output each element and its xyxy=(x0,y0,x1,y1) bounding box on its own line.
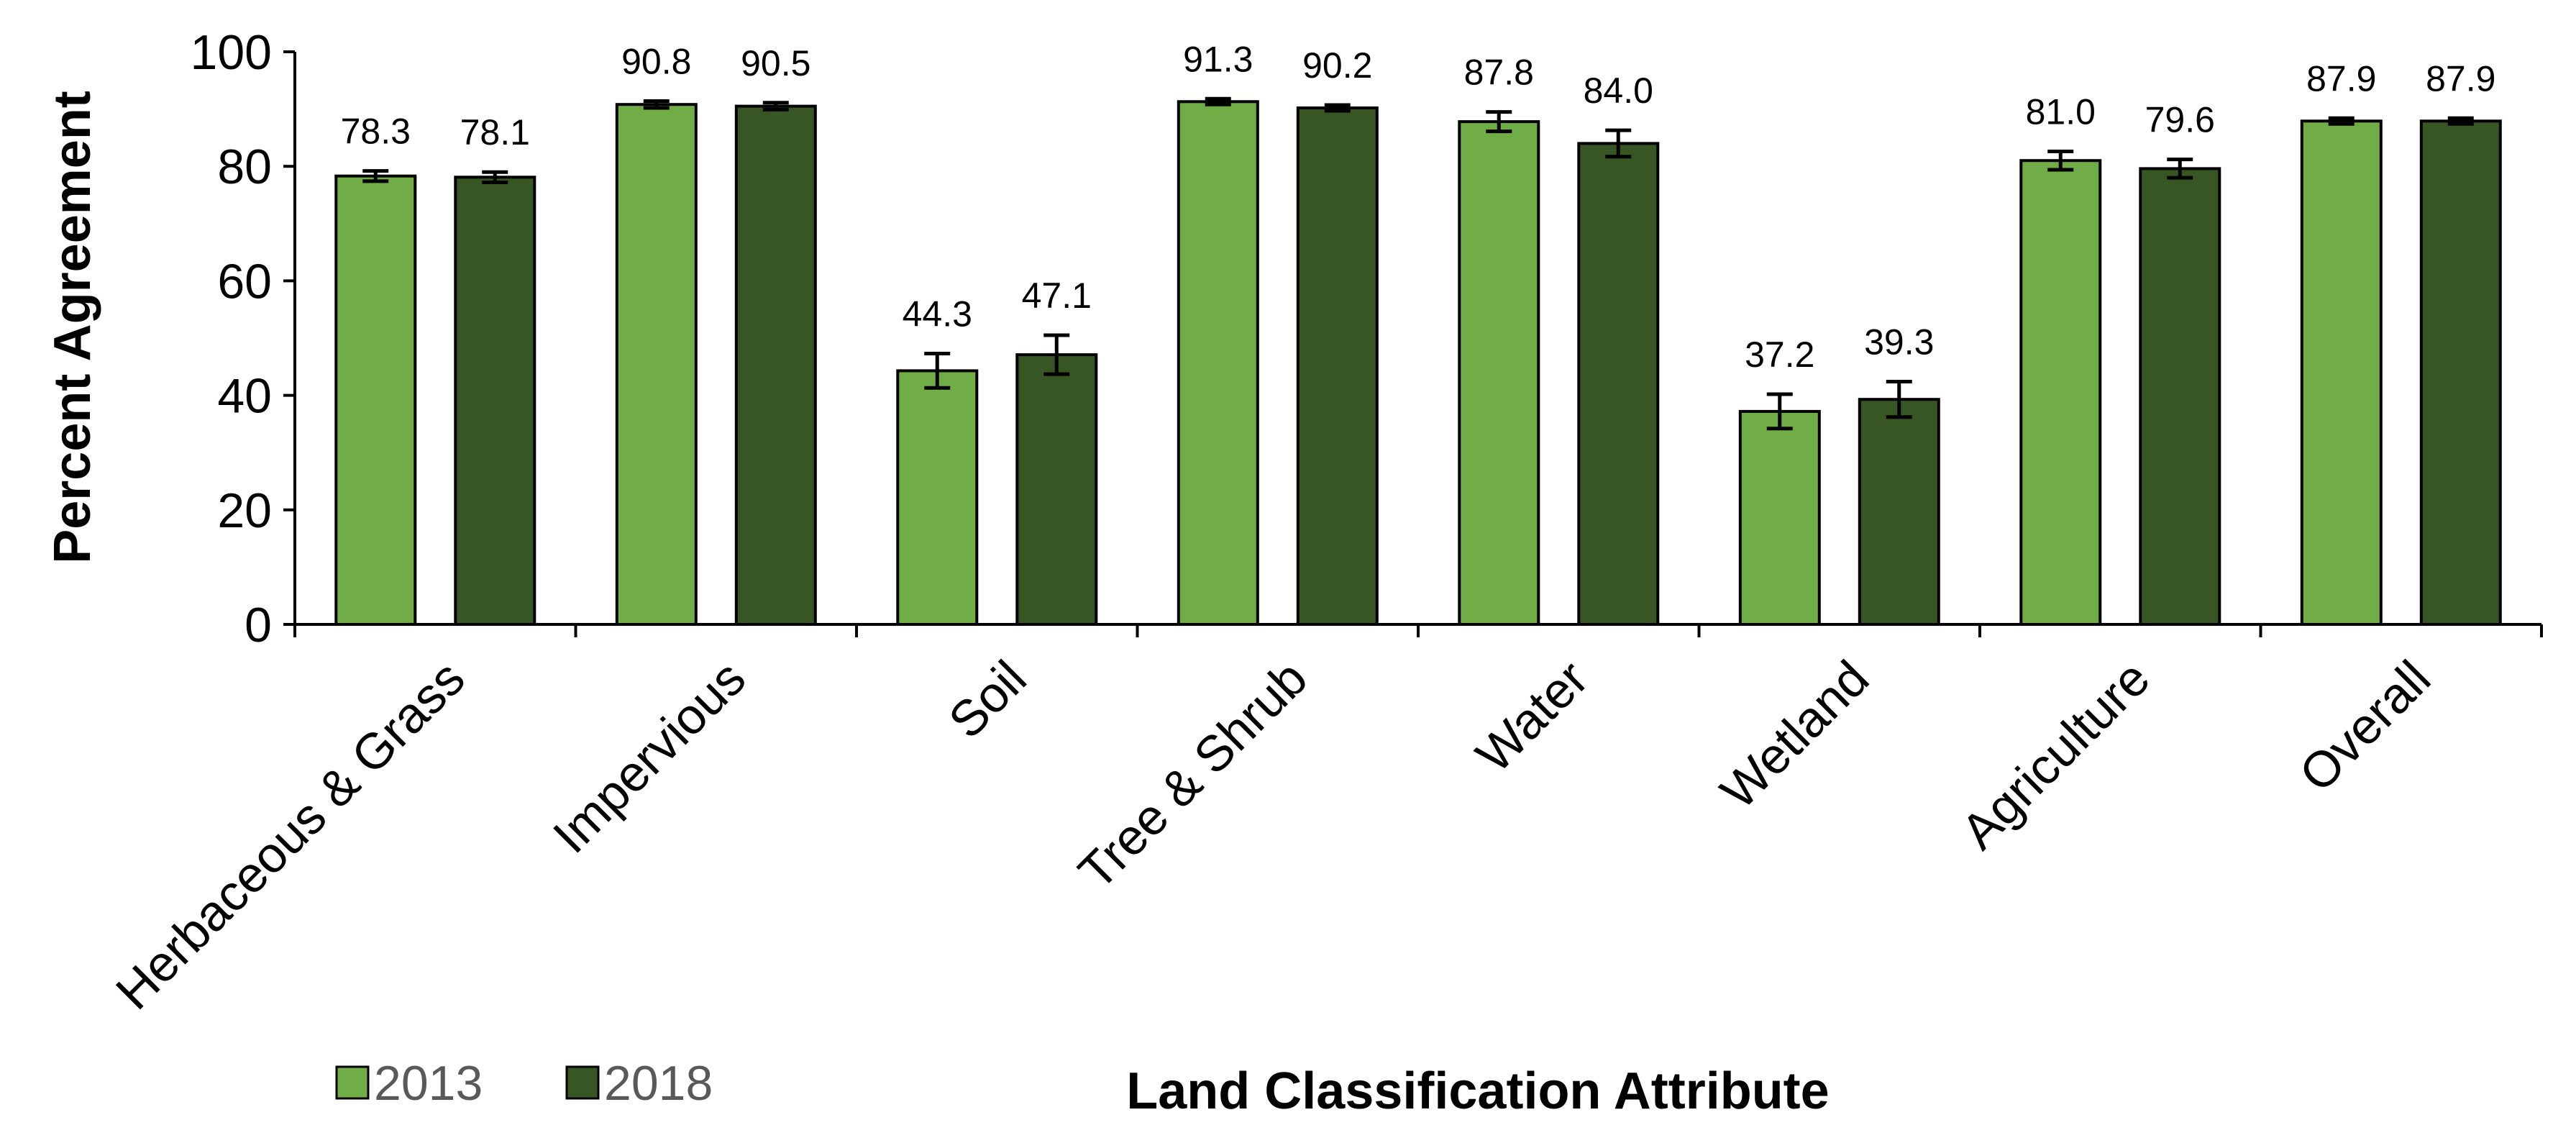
error-bar-2013-tree-and-shrub xyxy=(1205,96,1231,106)
data-label-2013-soil: 44.3 xyxy=(903,294,972,334)
legend-label-2018: 2018 xyxy=(604,1056,713,1111)
error-bar-2018-impervious xyxy=(762,101,789,111)
y-tick-label-20: 20 xyxy=(217,483,272,538)
error-bar-2013-wetland xyxy=(1766,392,1793,431)
bar-2018-agriculture xyxy=(2139,167,2221,626)
data-labels-layer: 78.3 78.1 90.8 90.5 44.3 47.1 91.3 90.2 87.8 84.0… xyxy=(341,39,2496,375)
y-tick-label-100: 100 xyxy=(191,25,272,80)
data-label-2013-tree-and-shrub: 91.3 xyxy=(1183,39,1253,79)
data-label-2018-overall: 87.9 xyxy=(2426,58,2495,99)
category-label-herbaceous-and-grass: Herbaceous & Grass xyxy=(105,650,475,1020)
error-bar-2018-wetland xyxy=(1886,380,1912,419)
legend-label-2013: 2013 xyxy=(374,1056,483,1111)
bar-2018-wetland xyxy=(1858,398,1940,626)
bar-2013-herbaceous-and-grass xyxy=(334,174,417,626)
error-bar-2013-impervious xyxy=(643,99,670,110)
data-label-2018-impervious: 90.5 xyxy=(741,43,810,83)
bar-2013-soil xyxy=(896,369,979,627)
bar-2013-wetland xyxy=(1738,409,1821,627)
error-bar-2013-soil xyxy=(924,352,951,390)
bar-2013-impervious xyxy=(615,103,698,626)
legend-swatch-2013 xyxy=(335,1065,370,1100)
data-label-2013-wetland: 37.2 xyxy=(1745,334,1814,375)
bar-2018-herbaceous-and-grass xyxy=(454,176,536,627)
error-bar-2018-herbaceous-and-grass xyxy=(482,170,508,184)
bar-2018-soil xyxy=(1015,353,1098,626)
bar-2013-water xyxy=(1458,120,1540,627)
error-bar-2018-soil xyxy=(1043,333,1070,376)
legend: 2013 2018 xyxy=(335,1056,713,1111)
bar-2013-tree-and-shrub xyxy=(1177,100,1259,627)
category-label-water: Water xyxy=(1466,650,1599,783)
bar-2018-overall xyxy=(2419,119,2502,627)
error-bar-2013-overall xyxy=(2328,116,2355,126)
error-bar-2013-herbaceous-and-grass xyxy=(362,169,389,183)
error-bar-2013-water xyxy=(1486,110,1512,134)
data-label-2013-impervious: 90.8 xyxy=(621,42,691,82)
error-bar-2018-tree-and-shrub xyxy=(1324,103,1351,113)
y-axis-title: Percent Agreement xyxy=(44,91,101,564)
category-label-tree-and-shrub: Tree & Shrub xyxy=(1068,650,1318,900)
error-bar-2013-agriculture xyxy=(2047,150,2074,172)
y-tick-label-60: 60 xyxy=(217,254,272,309)
data-label-2018-soil: 47.1 xyxy=(1022,276,1092,316)
data-label-2013-herbaceous-and-grass: 78.3 xyxy=(341,111,411,152)
y-tick-label-0: 0 xyxy=(245,598,272,652)
error-bar-2018-agriculture xyxy=(2167,158,2193,180)
y-tick-label-80: 80 xyxy=(217,140,272,194)
data-label-2013-agriculture: 81.0 xyxy=(2026,92,2096,132)
data-label-2018-herbaceous-and-grass: 78.1 xyxy=(460,112,530,153)
data-label-2013-water: 87.8 xyxy=(1464,53,1534,93)
data-label-2013-overall: 87.9 xyxy=(2306,58,2376,99)
data-label-2018-agriculture: 79.6 xyxy=(2145,100,2215,140)
bar-2018-water xyxy=(1577,142,1660,626)
category-label-impervious: Impervious xyxy=(542,650,756,863)
bar-2018-impervious xyxy=(734,104,817,627)
legend-swatch-2018 xyxy=(565,1065,600,1100)
data-label-2018-wetland: 39.3 xyxy=(1864,322,1934,363)
error-bars-layer xyxy=(362,96,2474,431)
x-axis-title: Land Classification Attribute xyxy=(1126,1062,1829,1120)
category-label-overall: Overall xyxy=(2288,650,2441,802)
data-label-2018-tree-and-shrub: 90.2 xyxy=(1302,45,1372,86)
error-bar-2018-overall xyxy=(2447,116,2474,126)
y-tick-label-40: 40 xyxy=(217,369,272,424)
category-label-agriculture: Agriculture xyxy=(1950,650,2160,860)
bar-2018-tree-and-shrub xyxy=(1296,106,1379,626)
bars-layer xyxy=(334,100,2502,627)
bar-2013-agriculture xyxy=(2019,159,2102,626)
error-bar-2018-water xyxy=(1605,128,1632,159)
category-label-wetland: Wetland xyxy=(1710,650,1880,819)
category-label-soil: Soil xyxy=(938,650,1037,749)
data-label-2018-water: 84.0 xyxy=(1584,70,1653,111)
axes-layer: 0 20 40 60 80 100 xyxy=(191,25,2543,652)
bar-2013-overall xyxy=(2300,119,2383,627)
category-labels-layer: Herbaceous & Grass Impervious Soil Tree & S… xyxy=(105,650,2441,1020)
